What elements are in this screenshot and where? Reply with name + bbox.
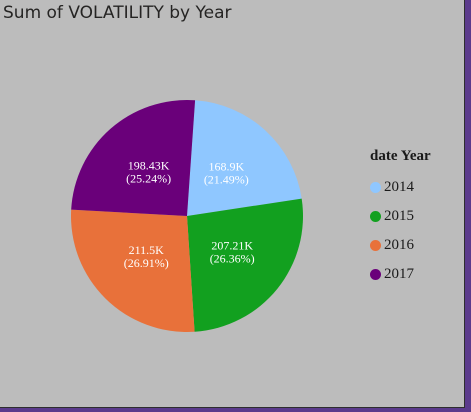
legend-marker-2014: [370, 182, 381, 193]
legend-item-2016[interactable]: 2016: [370, 231, 431, 260]
legend-label-2014: 2014: [384, 179, 414, 195]
data-label-percent-2014: (21.49%): [204, 172, 249, 186]
pie-slice-2017[interactable]: [71, 100, 196, 216]
data-label-percent-2016: (26.91%): [124, 256, 169, 270]
legend-label-2017: 2017: [384, 266, 414, 282]
legend-item-2017[interactable]: 2017: [370, 260, 431, 289]
pie-slice-2015[interactable]: [187, 198, 303, 332]
data-label-percent-2015: (26.36%): [210, 251, 255, 265]
legend-marker-2016: [370, 240, 381, 251]
data-label-value-2016: 211.5K: [129, 243, 165, 257]
legend-marker-2017: [370, 269, 381, 280]
legend-label-2016: 2016: [384, 237, 414, 253]
legend-marker-2015: [370, 211, 381, 222]
data-label-value-2014: 168.9K: [208, 159, 244, 173]
legend-title: date Year: [370, 148, 431, 164]
legend-label-2015: 2015: [384, 208, 414, 224]
chart-title: Sum of VOLATILITY by Year: [3, 3, 232, 23]
legend: date Year 2014 2015 2016 2017: [370, 148, 431, 289]
legend-item-2015[interactable]: 2015: [370, 202, 431, 231]
pie-slice-2016[interactable]: [70, 209, 195, 332]
data-label-value-2017: 198.43K: [128, 159, 170, 173]
legend-item-2014[interactable]: 2014: [370, 173, 431, 202]
data-label-percent-2017: (25.24%): [126, 172, 171, 186]
pie-chart: 168.9K(21.49%) 207.21K(26.36%) 211.5K(26.9…: [70, 100, 303, 332]
chart-visual: Sum of VOLATILITY by Year 168.9K (21.49%)…: [0, 0, 465, 408]
data-label-value-2015: 207.21K: [211, 238, 253, 252]
pie-slice-2014[interactable]: [187, 100, 302, 216]
